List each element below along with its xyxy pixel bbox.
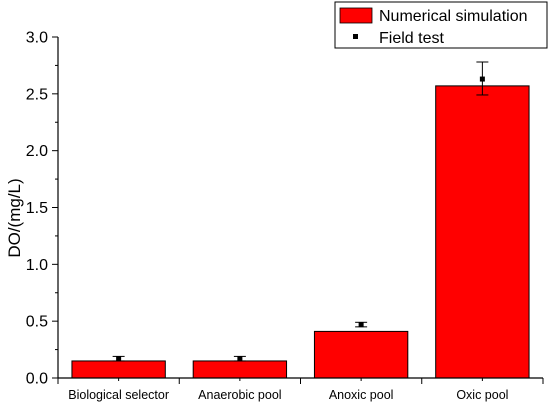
bar-2 [313, 330, 409, 379]
legend-label-numerical-simulation: Numerical simulation [379, 8, 528, 25]
legend: Numerical simulation Field test [334, 1, 548, 49]
bar-0 [71, 360, 166, 379]
y-tick-label-5: 2.5 [26, 86, 48, 103]
x-tick-label-3: Oxic pool [456, 388, 508, 402]
y-tick-label-6: 3.0 [26, 30, 48, 47]
bar-3 [435, 85, 530, 379]
legend-marker-field-test [353, 34, 358, 39]
y-axis-title: DO/(mg/L) [5, 178, 24, 257]
y-tick-label-2: 1.0 [26, 257, 48, 274]
y-tick-label-0: 0.0 [26, 371, 48, 388]
field-test-point-2 [358, 322, 364, 328]
y-tick-label-4: 2.0 [26, 143, 48, 160]
field-test-point-0 [116, 356, 122, 362]
plot-area: 0.0 0.5 1.0 1.5 2.0 2.5 3.0 Biological selector… [26, 30, 544, 402]
x-tick-label-1: Anaerobic pool [198, 388, 281, 402]
bar-1 [192, 360, 288, 379]
legend-label-field-test: Field test [379, 30, 444, 47]
y-tick-label-1: 0.5 [26, 314, 48, 331]
field-test-point-1 [237, 356, 243, 362]
legend-swatch-numerical-simulation [339, 7, 373, 24]
y-tick-label-3: 1.5 [26, 200, 48, 217]
field-test-point-3 [479, 76, 485, 82]
x-tick-label-2: Anoxic pool [329, 388, 394, 402]
x-tick-label-0: Biological selector [68, 388, 169, 402]
